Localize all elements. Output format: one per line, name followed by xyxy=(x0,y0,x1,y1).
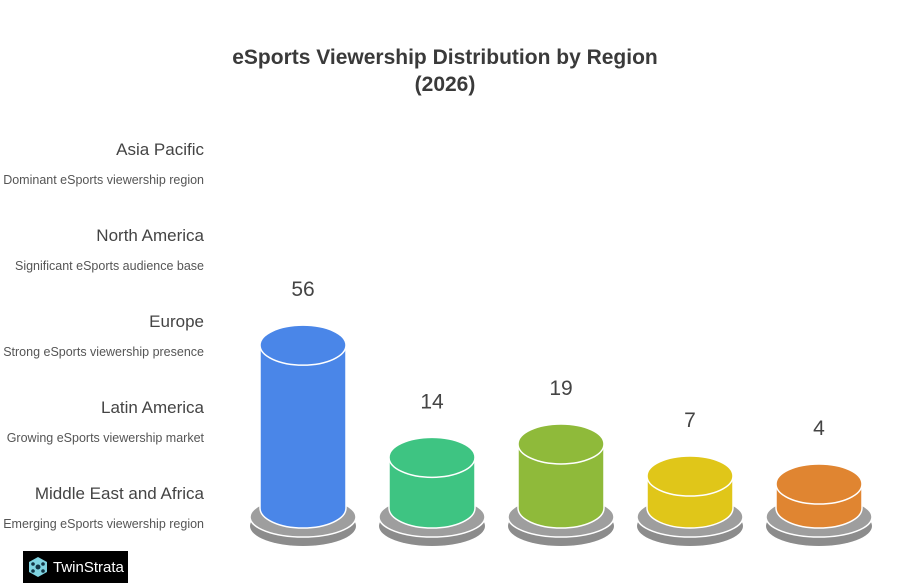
logo-icon xyxy=(29,557,47,577)
chart-title: eSports Viewership Distribution by Regio… xyxy=(0,44,890,98)
legend-description: Significant eSports audience base xyxy=(14,259,204,273)
data-label: 4 xyxy=(813,417,825,440)
legend-description: Growing eSports viewership market xyxy=(6,431,204,445)
legend-description: Dominant eSports viewership region xyxy=(3,173,204,187)
bar-body xyxy=(517,443,605,529)
legend-description: Emerging eSports viewership region xyxy=(3,517,204,531)
data-label: 7 xyxy=(684,409,696,432)
logo: TwinStrata xyxy=(23,551,128,583)
data-label: 56 xyxy=(291,278,314,301)
bar: 19 xyxy=(507,377,615,546)
bar-top xyxy=(388,436,476,479)
title-line-2: (2026) xyxy=(414,73,476,96)
data-label: 14 xyxy=(420,390,444,413)
bar: 7 xyxy=(636,409,744,546)
legend-name: Middle East and Africa xyxy=(34,484,204,503)
legend-item: Middle East and Africa Emerging eSports v… xyxy=(0,484,204,532)
bar: 56 xyxy=(249,278,357,546)
legend-item: Latin America Growing eSports viewership … xyxy=(0,398,204,446)
bar-top xyxy=(517,423,605,465)
legend-item: North America Significant eSports audienc… xyxy=(0,226,204,274)
data-label: 19 xyxy=(549,377,572,400)
bar: 4 xyxy=(765,417,873,546)
bar-top xyxy=(646,455,734,497)
bar: 14 xyxy=(378,390,486,546)
logo-text: TwinStrata xyxy=(53,558,124,576)
legend-description: Strong eSports viewership presence xyxy=(3,345,204,359)
legend-item: Asia Pacific Dominant eSports viewership … xyxy=(0,140,204,188)
bar-top xyxy=(259,324,347,366)
legend-name: Asia Pacific xyxy=(116,140,204,159)
legend-name: Latin America xyxy=(101,398,204,417)
legend-name: North America xyxy=(96,226,204,245)
bar-top xyxy=(775,463,863,505)
bar-body xyxy=(259,344,347,529)
title-line-1: eSports Viewership Distribution by Regio… xyxy=(232,46,658,69)
legend-item: Europe Strong eSports viewership presence xyxy=(0,312,204,360)
legend-name: Europe xyxy=(149,312,204,331)
